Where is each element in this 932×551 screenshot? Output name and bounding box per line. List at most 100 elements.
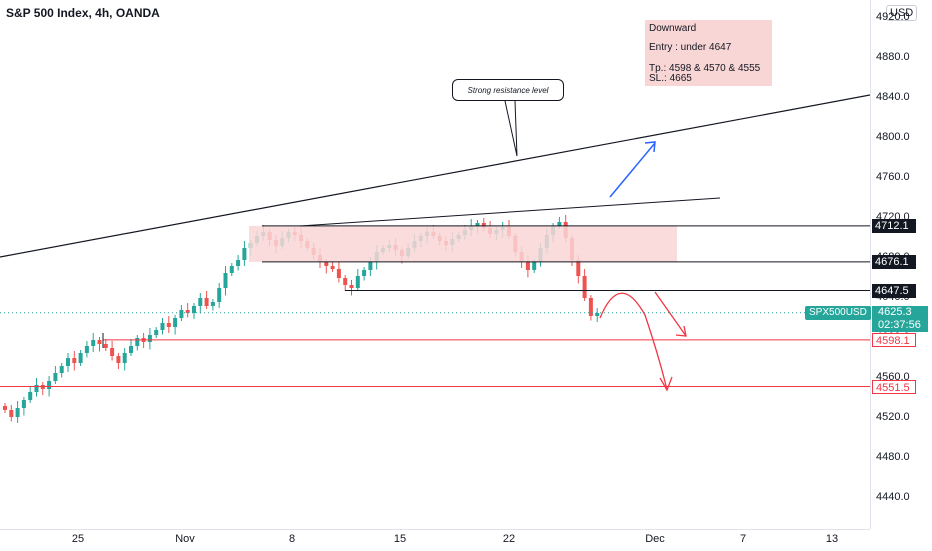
price-level-tag: 4598.1: [872, 332, 916, 347]
candle-body: [368, 262, 373, 270]
candle-body: [588, 298, 593, 316]
candle-body: [53, 373, 58, 381]
candle-body: [595, 313, 600, 316]
price-tick-label: 4520.0: [876, 411, 910, 423]
candle-body: [91, 340, 96, 346]
price-level-tag: 4676.1: [872, 254, 916, 269]
candle-body: [59, 366, 64, 373]
candle-body: [84, 346, 89, 353]
time-tick-label: 13: [825, 533, 839, 545]
candle-body: [198, 298, 203, 306]
chart-title: S&P 500 Index, 4h, OANDA: [6, 6, 160, 20]
down-arrow-short-head: [675, 325, 687, 337]
symbol-tag: SPX500USD: [805, 305, 871, 320]
candle-body: [154, 330, 159, 335]
trade-note: Downward Entry : under 4647 Tp.: 4598 & …: [645, 20, 772, 86]
candle-body: [173, 318, 178, 327]
candle-body: [116, 356, 121, 363]
time-tick-label: 15: [393, 533, 407, 545]
candle-body: [362, 270, 367, 276]
candle-body: [192, 306, 196, 313]
trade-note-targets: Tp.: 4598 & 4570 & 4555: [649, 63, 761, 74]
up-arrow-line: [609, 142, 656, 198]
trade-note-direction: Downward: [649, 23, 697, 34]
candle-body: [129, 346, 133, 353]
candle-body: [9, 410, 14, 417]
candle-body: [179, 310, 184, 318]
candle-body: [166, 323, 171, 327]
callout-pointer: [504, 100, 518, 157]
time-tick-label: 25: [71, 533, 85, 545]
price-level-tag: 4712.1: [872, 218, 916, 233]
trade-note-entry: Entry : under 4647: [649, 42, 732, 53]
price-tick-label: 4440.0: [876, 491, 910, 503]
candle-body: [135, 338, 140, 346]
candle-body: [525, 262, 530, 270]
candle-body: [532, 262, 537, 270]
last-price-value: 4625.3: [878, 305, 912, 318]
candle-body: [324, 262, 329, 266]
bar-countdown: 02:37:56: [878, 318, 921, 331]
trend-line-upper: [299, 197, 721, 227]
candle-body: [217, 288, 222, 302]
price-level-tag: 4647.5: [872, 283, 916, 298]
candle-body: [210, 302, 215, 306]
price-tick-label: 4840.0: [876, 91, 910, 103]
time-tick-label: Nov: [175, 533, 195, 545]
candle-body: [242, 248, 247, 260]
candle-body: [110, 348, 115, 356]
candle-body: [160, 323, 165, 330]
time-tick-label: 8: [288, 533, 296, 545]
time-tick-label: 7: [739, 533, 747, 545]
candle-body: [15, 408, 20, 417]
price-tick-label: 4480.0: [876, 451, 910, 463]
last-price-tag: 4625.3 02:37:56: [872, 305, 928, 332]
price-axis[interactable]: [870, 0, 932, 529]
candle-body: [349, 285, 354, 288]
up-arrow-head: [644, 141, 656, 153]
candle-body: [343, 278, 348, 285]
candle-body: [72, 358, 77, 363]
candle-body: [576, 260, 581, 276]
candle-body: [330, 266, 335, 269]
resistance-zone: [249, 225, 677, 262]
trend-line-resistance: [0, 94, 870, 258]
candle-body: [185, 310, 190, 313]
candle-body: [204, 298, 209, 306]
candle-body: [223, 273, 228, 288]
candle-body: [66, 358, 70, 366]
drawing-overlays: [0, 94, 870, 392]
candle-body: [236, 260, 241, 266]
candle-body: [78, 353, 83, 363]
candle-body: [21, 400, 26, 408]
price-tick-label: 4800.0: [876, 131, 910, 143]
candle-body: [103, 344, 108, 348]
down-arrow-short-line: [654, 291, 687, 337]
candle-body: [28, 392, 33, 400]
chart-area[interactable]: [0, 0, 870, 529]
candle-body: [475, 223, 480, 226]
time-axis[interactable]: [0, 529, 870, 551]
candle-body: [355, 276, 360, 288]
trade-note-stoploss: SL.: 4665: [649, 73, 692, 84]
down-projection-path: [599, 292, 668, 391]
time-tick-label: 22: [502, 533, 516, 545]
price-tick-label: 4760.0: [876, 171, 910, 183]
time-tick-label: Dec: [645, 533, 665, 545]
currency-badge[interactable]: USD: [886, 5, 918, 21]
price-tick-label: 4920.0: [876, 11, 910, 23]
candle-body: [3, 406, 7, 410]
candle-body: [229, 266, 234, 273]
candle-body: [122, 353, 127, 363]
candle-body: [147, 335, 152, 342]
candle-body: [582, 276, 587, 298]
candle-body: [557, 222, 562, 226]
candle-body: [336, 269, 341, 278]
price-level-tag: 4551.5: [872, 379, 916, 394]
price-tick-label: 4880.0: [876, 51, 910, 63]
down-projection-head: [659, 376, 673, 392]
candle-body: [97, 340, 102, 344]
resistance-callout: Strong resistance level: [452, 79, 564, 101]
candle-body: [34, 385, 39, 392]
candle-body: [47, 381, 52, 389]
